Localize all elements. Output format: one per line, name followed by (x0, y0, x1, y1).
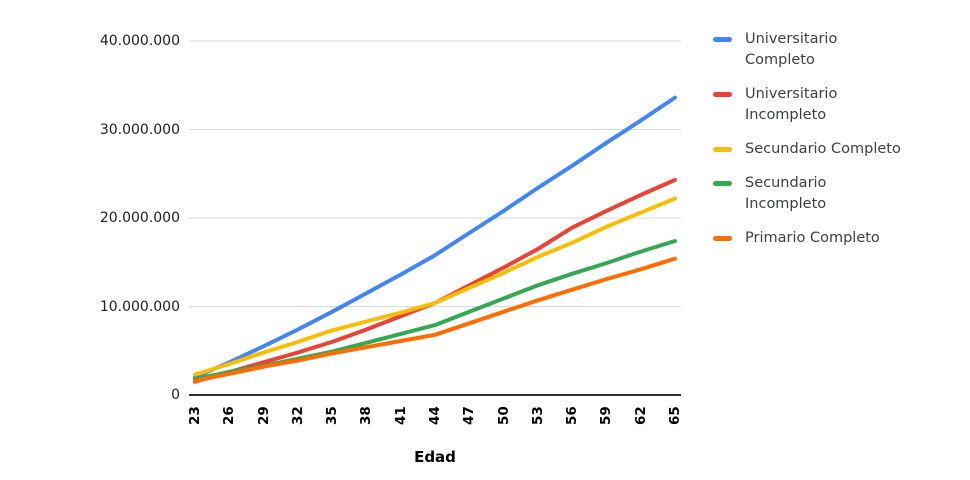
x-axis-tick-label: 56 (564, 406, 581, 425)
legend-label: Primario Completo (745, 230, 880, 246)
series-line-universitario-completo (193, 95, 677, 380)
legend-swatch-icon (713, 37, 732, 42)
legend-label: Universitario Completo (745, 31, 838, 68)
x-axis-tick-label: 23 (187, 406, 203, 425)
x-axis-tick-label: 32 (289, 406, 306, 425)
x-axis-tick-label: 41 (392, 406, 409, 425)
y-axis-tick-label: 20.000.000 (99, 210, 180, 226)
series-line-primario-completo (193, 256, 677, 383)
legend-swatch-icon (713, 181, 732, 186)
x-axis-tick-label: 62 (632, 406, 649, 425)
y-axis-tick-label: 10.000.000 (99, 298, 180, 315)
legend-label: Secundario Completo (745, 141, 901, 157)
legend-item-primario-completo[interactable]: Primario Completo (713, 228, 953, 249)
x-axis-tick-label: 59 (598, 406, 615, 425)
y-axis-tick-label: 30.000.000 (99, 121, 180, 138)
legend-item-universitario-completo[interactable]: Universitario Completo (713, 29, 953, 71)
x-axis-tick-label: 26 (221, 406, 238, 425)
y-axis-tick-label: 0 (171, 387, 180, 403)
series-line-secundario-completo (193, 196, 677, 377)
legend-item-universitario-incompleto[interactable]: Universitario Incompleto (713, 84, 953, 126)
x-axis-tick-label: 65 (667, 406, 683, 425)
legend-item-secundario-completo[interactable]: Secundario Completo (713, 139, 953, 160)
legend: Universitario Completo Universitario Inco… (713, 29, 953, 249)
legend-swatch-icon (713, 92, 732, 97)
x-axis-tick-label: 53 (529, 406, 546, 425)
x-axis-tick-label: 29 (255, 406, 272, 425)
legend-swatch-icon (713, 147, 732, 152)
legend-label: Secundario Incompleto (745, 175, 827, 212)
legend-item-secundario-incompleto[interactable]: Secundario Incompleto (713, 173, 953, 215)
x-axis-tick-label: 47 (461, 406, 478, 425)
x-axis-tick-label: 38 (358, 406, 375, 425)
x-axis-tick-label: 50 (495, 406, 512, 425)
y-axis-tick-label: 40.000.000 (99, 33, 180, 49)
x-axis-tick-label: 44 (427, 406, 443, 425)
series-line-secundario-incompleto (193, 239, 677, 382)
legend-label: Universitario Incompleto (745, 86, 838, 123)
x-axis-title: Edad (414, 448, 456, 466)
x-axis-tick-label: 35 (324, 406, 341, 425)
legend-swatch-icon (713, 236, 732, 241)
